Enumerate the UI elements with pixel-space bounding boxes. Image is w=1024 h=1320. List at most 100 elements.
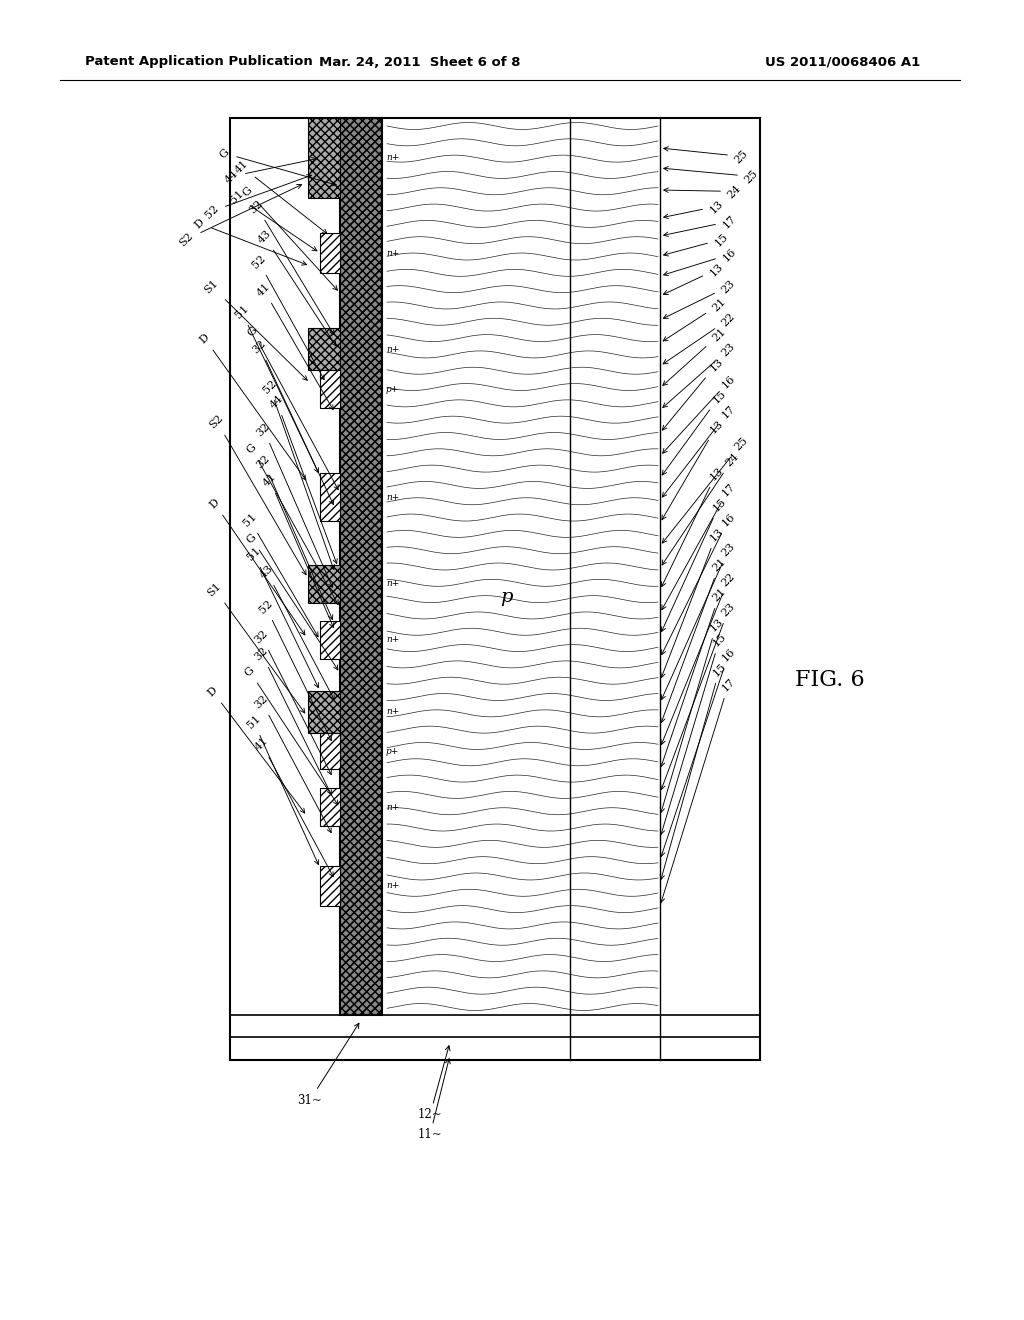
Text: 32: 32	[253, 645, 332, 795]
Text: 32: 32	[255, 453, 333, 619]
Text: 21: 21	[663, 326, 728, 385]
Bar	[308, 327, 340, 370]
Text: D: D	[206, 685, 305, 813]
Text: G: G	[241, 185, 338, 290]
Text: D: D	[208, 496, 305, 635]
Text: G: G	[245, 532, 338, 669]
Text: 12~: 12~	[418, 1045, 450, 1122]
Text: 17: 17	[664, 213, 738, 236]
Text: 43: 43	[258, 562, 334, 700]
Text: S2: S2	[178, 185, 302, 248]
Text: G: G	[246, 325, 338, 490]
Text: 44: 44	[223, 157, 316, 185]
Text: 17: 17	[660, 676, 737, 903]
Text: Mar. 24, 2011  Sheet 6 of 8: Mar. 24, 2011 Sheet 6 of 8	[319, 55, 521, 69]
Text: 51: 51	[232, 302, 318, 473]
Text: 41: 41	[253, 735, 333, 876]
Text: 22: 22	[662, 570, 737, 744]
Text: 51: 51	[241, 511, 318, 636]
Text: p: p	[500, 587, 512, 606]
Text: 13: 13	[664, 261, 725, 294]
Text: US 2011/0068406 A1: US 2011/0068406 A1	[765, 55, 920, 69]
Text: 44: 44	[268, 393, 337, 564]
Text: 21: 21	[660, 556, 728, 722]
Bar	[319, 788, 340, 826]
Bar	[308, 565, 340, 603]
Text: 43: 43	[256, 228, 336, 346]
Text: D: D	[198, 331, 306, 480]
Text: 24: 24	[664, 183, 743, 201]
Bar	[319, 370, 340, 408]
Text: 17: 17	[663, 403, 737, 498]
Text: 11~: 11~	[418, 1059, 451, 1142]
Text: 13: 13	[662, 418, 725, 520]
Text: 16: 16	[660, 645, 737, 857]
Bar	[340, 117, 382, 1015]
Text: G: G	[243, 665, 338, 805]
Text: 51: 51	[228, 187, 316, 251]
Text: p+: p+	[386, 747, 399, 755]
Text: 23: 23	[662, 541, 737, 700]
Text: 52: 52	[250, 253, 325, 380]
Text: 15: 15	[660, 631, 728, 834]
Text: n+: n+	[386, 345, 399, 354]
Bar	[308, 117, 340, 198]
Text: Patent Application Publication: Patent Application Publication	[85, 55, 312, 69]
Text: p+: p+	[386, 384, 399, 393]
Text: 52: 52	[203, 174, 311, 220]
Bar	[319, 866, 340, 906]
Text: 51: 51	[245, 545, 318, 688]
Text: 16: 16	[664, 246, 738, 276]
Text: 32: 32	[253, 693, 331, 833]
Bar	[230, 117, 760, 1060]
Text: 52: 52	[257, 598, 332, 741]
Text: n+: n+	[386, 635, 399, 644]
Text: n+: n+	[386, 579, 399, 589]
Text: 17: 17	[662, 480, 737, 610]
Text: S1: S1	[203, 277, 307, 380]
Text: FIG. 6: FIG. 6	[796, 669, 865, 690]
Text: 13: 13	[663, 356, 725, 430]
Text: 24: 24	[663, 451, 741, 565]
Text: 25: 25	[663, 434, 750, 543]
Text: n+: n+	[386, 803, 399, 812]
Text: 41: 41	[232, 158, 327, 234]
Text: 25: 25	[664, 166, 760, 185]
Text: 32: 32	[248, 198, 334, 335]
Text: 21: 21	[664, 296, 728, 341]
Text: 21: 21	[660, 586, 728, 767]
Bar	[308, 690, 340, 733]
Text: n+: n+	[386, 248, 399, 257]
Text: 15: 15	[662, 496, 728, 631]
Text: 16: 16	[663, 372, 737, 453]
Bar	[319, 473, 340, 521]
Text: 52: 52	[261, 378, 335, 569]
Text: 32: 32	[251, 338, 334, 504]
Text: 22: 22	[664, 310, 737, 364]
Text: 51: 51	[245, 713, 318, 865]
Text: G: G	[218, 147, 336, 186]
Text: D: D	[193, 216, 306, 265]
Text: 15: 15	[660, 661, 728, 879]
Text: 15: 15	[663, 388, 728, 475]
Text: 23: 23	[664, 277, 737, 318]
Text: 15: 15	[664, 231, 730, 256]
Text: 13: 13	[660, 525, 725, 677]
Text: n+: n+	[386, 492, 399, 502]
Text: G: G	[245, 442, 338, 605]
Text: 23: 23	[663, 341, 737, 408]
Text: n+: n+	[386, 708, 399, 717]
Bar	[319, 234, 340, 273]
Text: n+: n+	[386, 153, 399, 162]
Text: 13: 13	[664, 198, 725, 219]
Text: 25: 25	[664, 147, 750, 165]
Text: 31~: 31~	[298, 1023, 359, 1106]
Text: n+: n+	[386, 882, 399, 891]
Text: 13: 13	[660, 616, 725, 812]
Text: 32: 32	[255, 421, 333, 587]
Text: 32: 32	[253, 628, 332, 775]
Text: 41: 41	[255, 281, 333, 409]
Text: S1: S1	[206, 581, 305, 713]
Text: 41: 41	[261, 471, 334, 627]
Text: 13: 13	[662, 465, 725, 586]
